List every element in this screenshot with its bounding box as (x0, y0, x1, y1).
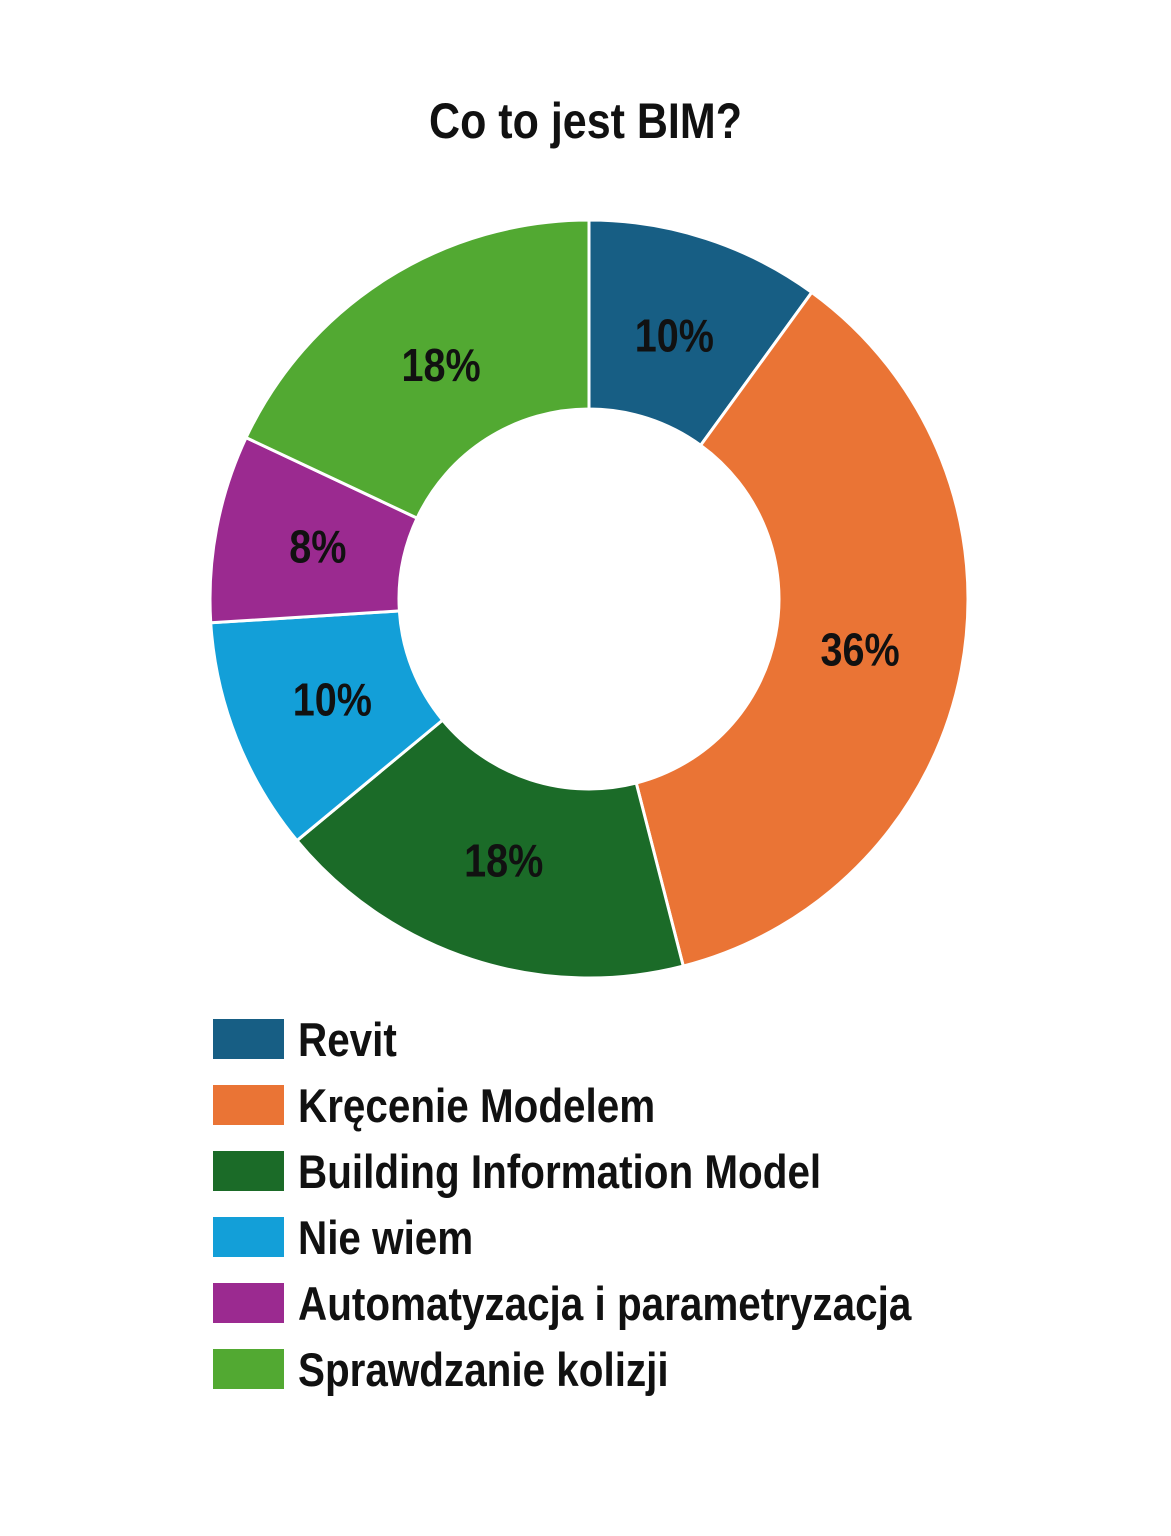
legend-swatch (213, 1085, 284, 1125)
chart-legend: Revit Kręcenie Modelem Building Informatio… (213, 1006, 1011, 1402)
legend-item-revit: Revit (213, 1006, 1011, 1072)
legend-label: Sprawdzanie kolizji (298, 1342, 669, 1396)
legend-item-krecenie-modelem: Kręcenie Modelem (213, 1072, 1011, 1138)
slice-label-automatyzacja-i-parametryzacja: 8% (289, 522, 346, 573)
donut-chart: 10% 36% 18% 10% 8% 18% (208, 218, 970, 980)
legend-label: Automatyzacja i parametryzacja (298, 1276, 912, 1330)
legend-swatch (213, 1283, 284, 1323)
slice-krecenie-modelem (634, 290, 970, 968)
slice-building-information-model (294, 717, 686, 980)
slice-label-krecenie-modelem: 36% (821, 625, 900, 676)
slice-label-nie-wiem: 10% (293, 675, 372, 726)
legend-swatch (213, 1019, 284, 1059)
legend-item-sprawdzanie-kolizji: Sprawdzanie kolizji (213, 1336, 1011, 1402)
legend-item-automatyzacja-i-parametryzacja: Automatyzacja i parametryzacja (213, 1270, 1011, 1336)
slice-label-sprawdzanie-kolizji: 18% (402, 340, 481, 391)
legend-label: Building Information Model (298, 1144, 822, 1198)
chart-title: Co to jest BIM? (429, 93, 742, 149)
legend-swatch (213, 1151, 284, 1191)
legend-label: Kręcenie Modelem (298, 1078, 656, 1132)
slice-label-building-information-model: 18% (464, 836, 543, 887)
legend-label: Nie wiem (298, 1210, 474, 1264)
legend-label: Revit (298, 1012, 397, 1066)
slice-sprawdzanie-kolizji (244, 218, 591, 521)
legend-item-nie-wiem: Nie wiem (213, 1204, 1011, 1270)
slice-labels: 10% 36% 18% 10% 8% 18% (289, 311, 899, 887)
donut-slices (208, 218, 970, 980)
legend-swatch (213, 1349, 284, 1389)
legend-swatch (213, 1217, 284, 1257)
slice-label-revit: 10% (635, 311, 714, 362)
legend-item-building-information-model: Building Information Model (213, 1138, 1011, 1204)
